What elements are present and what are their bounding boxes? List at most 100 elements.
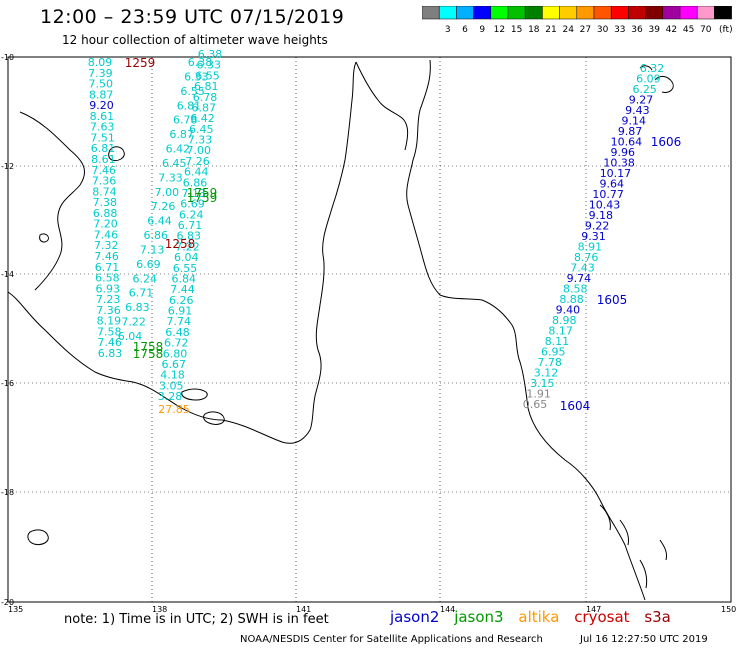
track-center2-value: 6.44	[147, 215, 172, 228]
pass-time-label: 1758	[133, 340, 164, 354]
colorbar-label: 27	[580, 25, 591, 35]
track-east-value: 8.88	[559, 293, 584, 306]
track-west-value: 9.20	[89, 99, 114, 112]
track-center2-value: 6.38	[188, 56, 213, 69]
track-east-value: 7.43	[570, 262, 595, 275]
track-center2-value: 7.00	[155, 186, 180, 199]
colorbar-label: 30	[597, 25, 609, 35]
track-center-value: 6.24	[179, 208, 204, 221]
lat-tick-label: -18	[1, 488, 14, 497]
track-center-value: 6.80	[163, 347, 188, 360]
lon-tick-label: 141	[296, 605, 311, 614]
track-west-value: 6.93	[96, 282, 121, 295]
legend-altika: altika	[518, 608, 560, 626]
track-west-value: 6.58	[95, 272, 120, 285]
pass-time-label: 1606	[651, 135, 682, 149]
track-center2-value: 7.26	[151, 200, 176, 213]
track-center2-value: 7.22	[121, 316, 146, 329]
track-center2-value: 6.83	[125, 301, 150, 314]
credit-line: NOAA/NESDIS Center for Satellite Applica…	[240, 634, 543, 645]
legend-cryosat: cryosat	[574, 608, 630, 626]
coastline	[7, 59, 674, 601]
lat-tick-label: -14	[1, 270, 14, 279]
track-east-value: 6.95	[541, 346, 566, 359]
track-west-value: 7.46	[94, 228, 119, 241]
map-subtitle: 12 hour collection of altimeter wave hei…	[62, 33, 328, 47]
track-east-value: 1.91	[526, 388, 551, 401]
track-west-value: 7.46	[91, 164, 116, 177]
track-center-value: 6.55	[173, 262, 198, 275]
track-west-value: 7.51	[90, 131, 115, 144]
track-center-value: 6.44	[184, 166, 209, 179]
track-west-value: 8.87	[89, 88, 114, 101]
track-east-value: 8.11	[545, 335, 570, 348]
colorbar-label: 18	[528, 25, 540, 35]
track-west-value: 8.61	[90, 110, 115, 123]
track-center2-value: 7.33	[158, 171, 183, 184]
lon-tick-label: 150	[721, 605, 736, 614]
colorbar-label: 24	[562, 25, 574, 35]
track-center2-value: 7.13	[140, 243, 165, 256]
track-center-value: 7.13	[182, 187, 207, 200]
legend-jason2: jason2	[390, 608, 440, 626]
track-center2-value: 6.69	[136, 258, 161, 271]
track-east-value: 9.27	[629, 94, 654, 107]
track-west-value: 6.88	[93, 207, 118, 220]
track-east-value: 10.77	[592, 188, 624, 201]
track-east-value: 10.38	[603, 157, 635, 170]
pass-time-label: 1258	[165, 237, 196, 251]
track-center-value: 6.38	[198, 48, 223, 61]
lon-tick-label: 147	[586, 605, 601, 614]
track-center-value: 7.26	[185, 155, 210, 168]
lon-tick-label: 135	[8, 605, 23, 614]
colorbar-label: 12	[494, 25, 505, 35]
colorbar-label: 36	[631, 25, 643, 35]
colorbar-label: 3	[445, 25, 451, 35]
track-east-value: 8.17	[548, 325, 573, 338]
colorbar-label: 33	[614, 25, 625, 35]
track-west-value: 8.74	[92, 185, 117, 198]
track-west-value: 7.36	[92, 175, 117, 188]
track-east-value: 9.43	[625, 104, 650, 117]
track-east-value: 9.87	[618, 125, 643, 138]
track-center-value: 6.67	[162, 358, 187, 371]
wave-height-colorbar: 3 6 9 12 15 18 21 24 27 30 33 36 39 42 45 70 (ft)	[422, 6, 733, 35]
track-west-value: 8.61	[91, 153, 116, 166]
pass-time-label: 1604	[560, 399, 591, 413]
track-east-value: 9.64	[600, 178, 625, 191]
track-east-value: 10.43	[589, 199, 621, 212]
pass-time-label: 1758	[133, 347, 164, 361]
track-center-value: 6.69	[180, 198, 205, 211]
track-tail-value: 27.85	[158, 403, 190, 416]
track-center-value: 6.33	[197, 59, 222, 72]
track-center-value: 6.84	[172, 272, 197, 285]
track-east-value: 10.64	[611, 136, 643, 149]
track-center2-value: 6.71	[129, 287, 154, 300]
track-center-value: 7.74	[167, 315, 192, 328]
track-east-value: 9.18	[589, 209, 614, 222]
pass-time-label: 1759	[187, 186, 218, 200]
track-east-value: 9.31	[581, 230, 606, 243]
colorbar-unit: (ft)	[719, 25, 733, 35]
lon-tick-label: 138	[152, 605, 167, 614]
track-center2-value: 6.55	[180, 85, 205, 98]
track-center-value: 6.42	[190, 112, 215, 125]
track-west-value: 8.19	[97, 315, 122, 328]
lat-tick-label: -12	[1, 162, 14, 171]
colorbar-label: 9	[479, 25, 485, 35]
track-center2-value: 6.33	[184, 70, 209, 83]
pass-time-label: 1259	[125, 56, 156, 70]
lat-tick-label: -16	[1, 379, 14, 388]
track-center-value: 7.44	[170, 283, 195, 296]
legend-s3a: s3a	[644, 608, 671, 626]
track-center2-value: 6.04	[118, 330, 143, 343]
track-center-value: 6.48	[165, 326, 190, 339]
track-west-value: 7.20	[93, 218, 118, 231]
track-center2-value: 6.78	[173, 114, 198, 127]
altimeter-tracks: 8.097.397.508.879.208.617.637.516.818.61…	[88, 48, 682, 416]
track-east-value: 3.12	[534, 367, 559, 380]
colorbar-label: 21	[545, 25, 556, 35]
track-east-value: 10.17	[600, 167, 632, 180]
track-center-value: 6.78	[193, 91, 218, 104]
colorbar-swatch	[714, 6, 732, 20]
